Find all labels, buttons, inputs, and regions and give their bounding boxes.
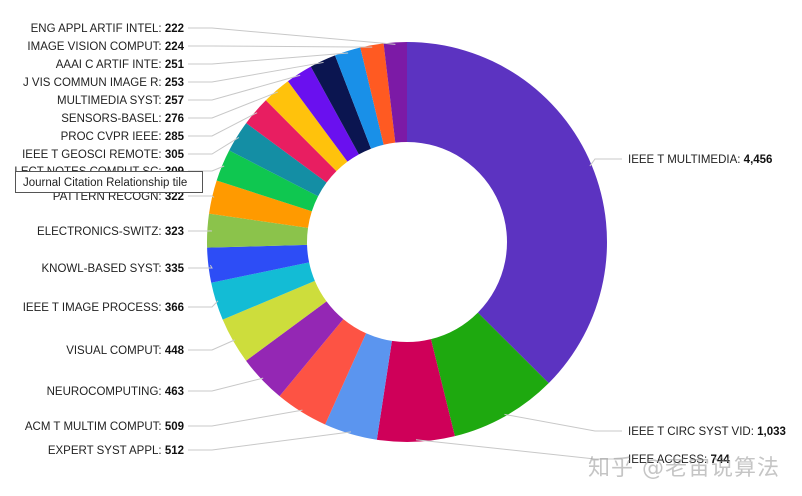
donut-slice[interactable]	[246, 100, 337, 183]
slice-label: IEEE T GEOSCI REMOTE: 305	[22, 149, 185, 161]
leader-line	[188, 300, 219, 308]
donut-slice[interactable]	[383, 42, 407, 143]
slice-label: MULTIMEDIA SYST: 257	[57, 95, 184, 107]
slice-label: ACM T MULTIM COMPUT: 509	[25, 421, 184, 433]
donut-slice[interactable]	[287, 66, 359, 162]
donut-slice[interactable]	[206, 213, 309, 248]
donut-slice[interactable]	[325, 333, 392, 440]
leader-line	[415, 439, 622, 460]
donut-slice[interactable]	[246, 301, 344, 397]
donut-slice[interactable]	[376, 339, 455, 442]
slice-label: IEEE ACCESS: 744	[628, 454, 730, 466]
leader-line	[188, 409, 303, 427]
slice-label: IEEE T IMAGE PROCESS: 366	[23, 302, 184, 314]
leader-line	[504, 413, 622, 432]
donut-slice[interactable]	[335, 47, 384, 149]
slice-label: PROC CVPR IEEE: 285	[61, 131, 185, 143]
slice-label: SENSORS-BASEL: 276	[61, 113, 184, 125]
donut-slice[interactable]	[207, 244, 310, 283]
leader-line	[188, 27, 396, 45]
leader-line	[188, 137, 240, 155]
slice-label: ENG APPL ARTIF INTEL: 222	[31, 23, 184, 35]
leader-line	[188, 45, 373, 48]
tooltip: Journal Citation Relationship tile	[15, 171, 203, 193]
leader-line	[188, 74, 301, 101]
donut-slice[interactable]	[209, 180, 312, 228]
donut-slice[interactable]	[360, 43, 396, 145]
leader-line	[188, 431, 352, 451]
donut-slice[interactable]	[407, 42, 607, 384]
donut-slice[interactable]	[279, 319, 367, 425]
slice-label: IMAGE VISION COMPUT: 224	[27, 41, 184, 53]
donut-slice[interactable]	[430, 312, 549, 437]
donut-slice[interactable]	[222, 280, 327, 361]
leader-line	[188, 91, 279, 119]
slice-label: J VIS COMMUN IMAGE R: 253	[23, 77, 184, 89]
leader-line	[188, 377, 264, 392]
slice-label: ELECTRONICS-SWITZ: 323	[37, 226, 184, 238]
donut-slices	[206, 42, 607, 442]
leader-line	[188, 61, 324, 83]
slice-label: PATTERN RECOGN: 322	[53, 191, 184, 203]
slice-label: IEEE T MULTIMEDIA: 4,456	[628, 154, 772, 166]
slice-labels: IEEE T MULTIMEDIA: 4,456 IEEE T CIRC SYST…	[14, 23, 785, 466]
leader-line	[589, 158, 622, 167]
slice-label: NEUROCOMPUTING: 463	[47, 386, 184, 398]
donut-slice[interactable]	[229, 123, 327, 197]
leader-lines	[188, 27, 622, 460]
leader-line	[188, 195, 215, 198]
watermark: 知乎 @老宙说算法	[588, 456, 780, 481]
slice-label: KNOWL-BASED SYST: 335	[41, 263, 184, 275]
slice-label: IEEE T CIRC SYST VID: 1,033	[628, 426, 786, 438]
slice-label: EXPERT SYST APPL: 512	[48, 445, 184, 457]
donut-slice[interactable]	[265, 81, 348, 172]
leader-line	[188, 264, 213, 269]
donut-slice[interactable]	[310, 55, 372, 155]
donut-slice[interactable]	[216, 150, 319, 212]
slice-label: VISUAL COMPUT: 448	[66, 345, 184, 357]
leader-line	[188, 52, 349, 65]
slice-label: AAAI C ARTIF INTE: 251	[56, 59, 185, 71]
leader-line	[188, 339, 236, 351]
donut-slice[interactable]	[211, 262, 315, 320]
leader-line	[188, 112, 258, 137]
